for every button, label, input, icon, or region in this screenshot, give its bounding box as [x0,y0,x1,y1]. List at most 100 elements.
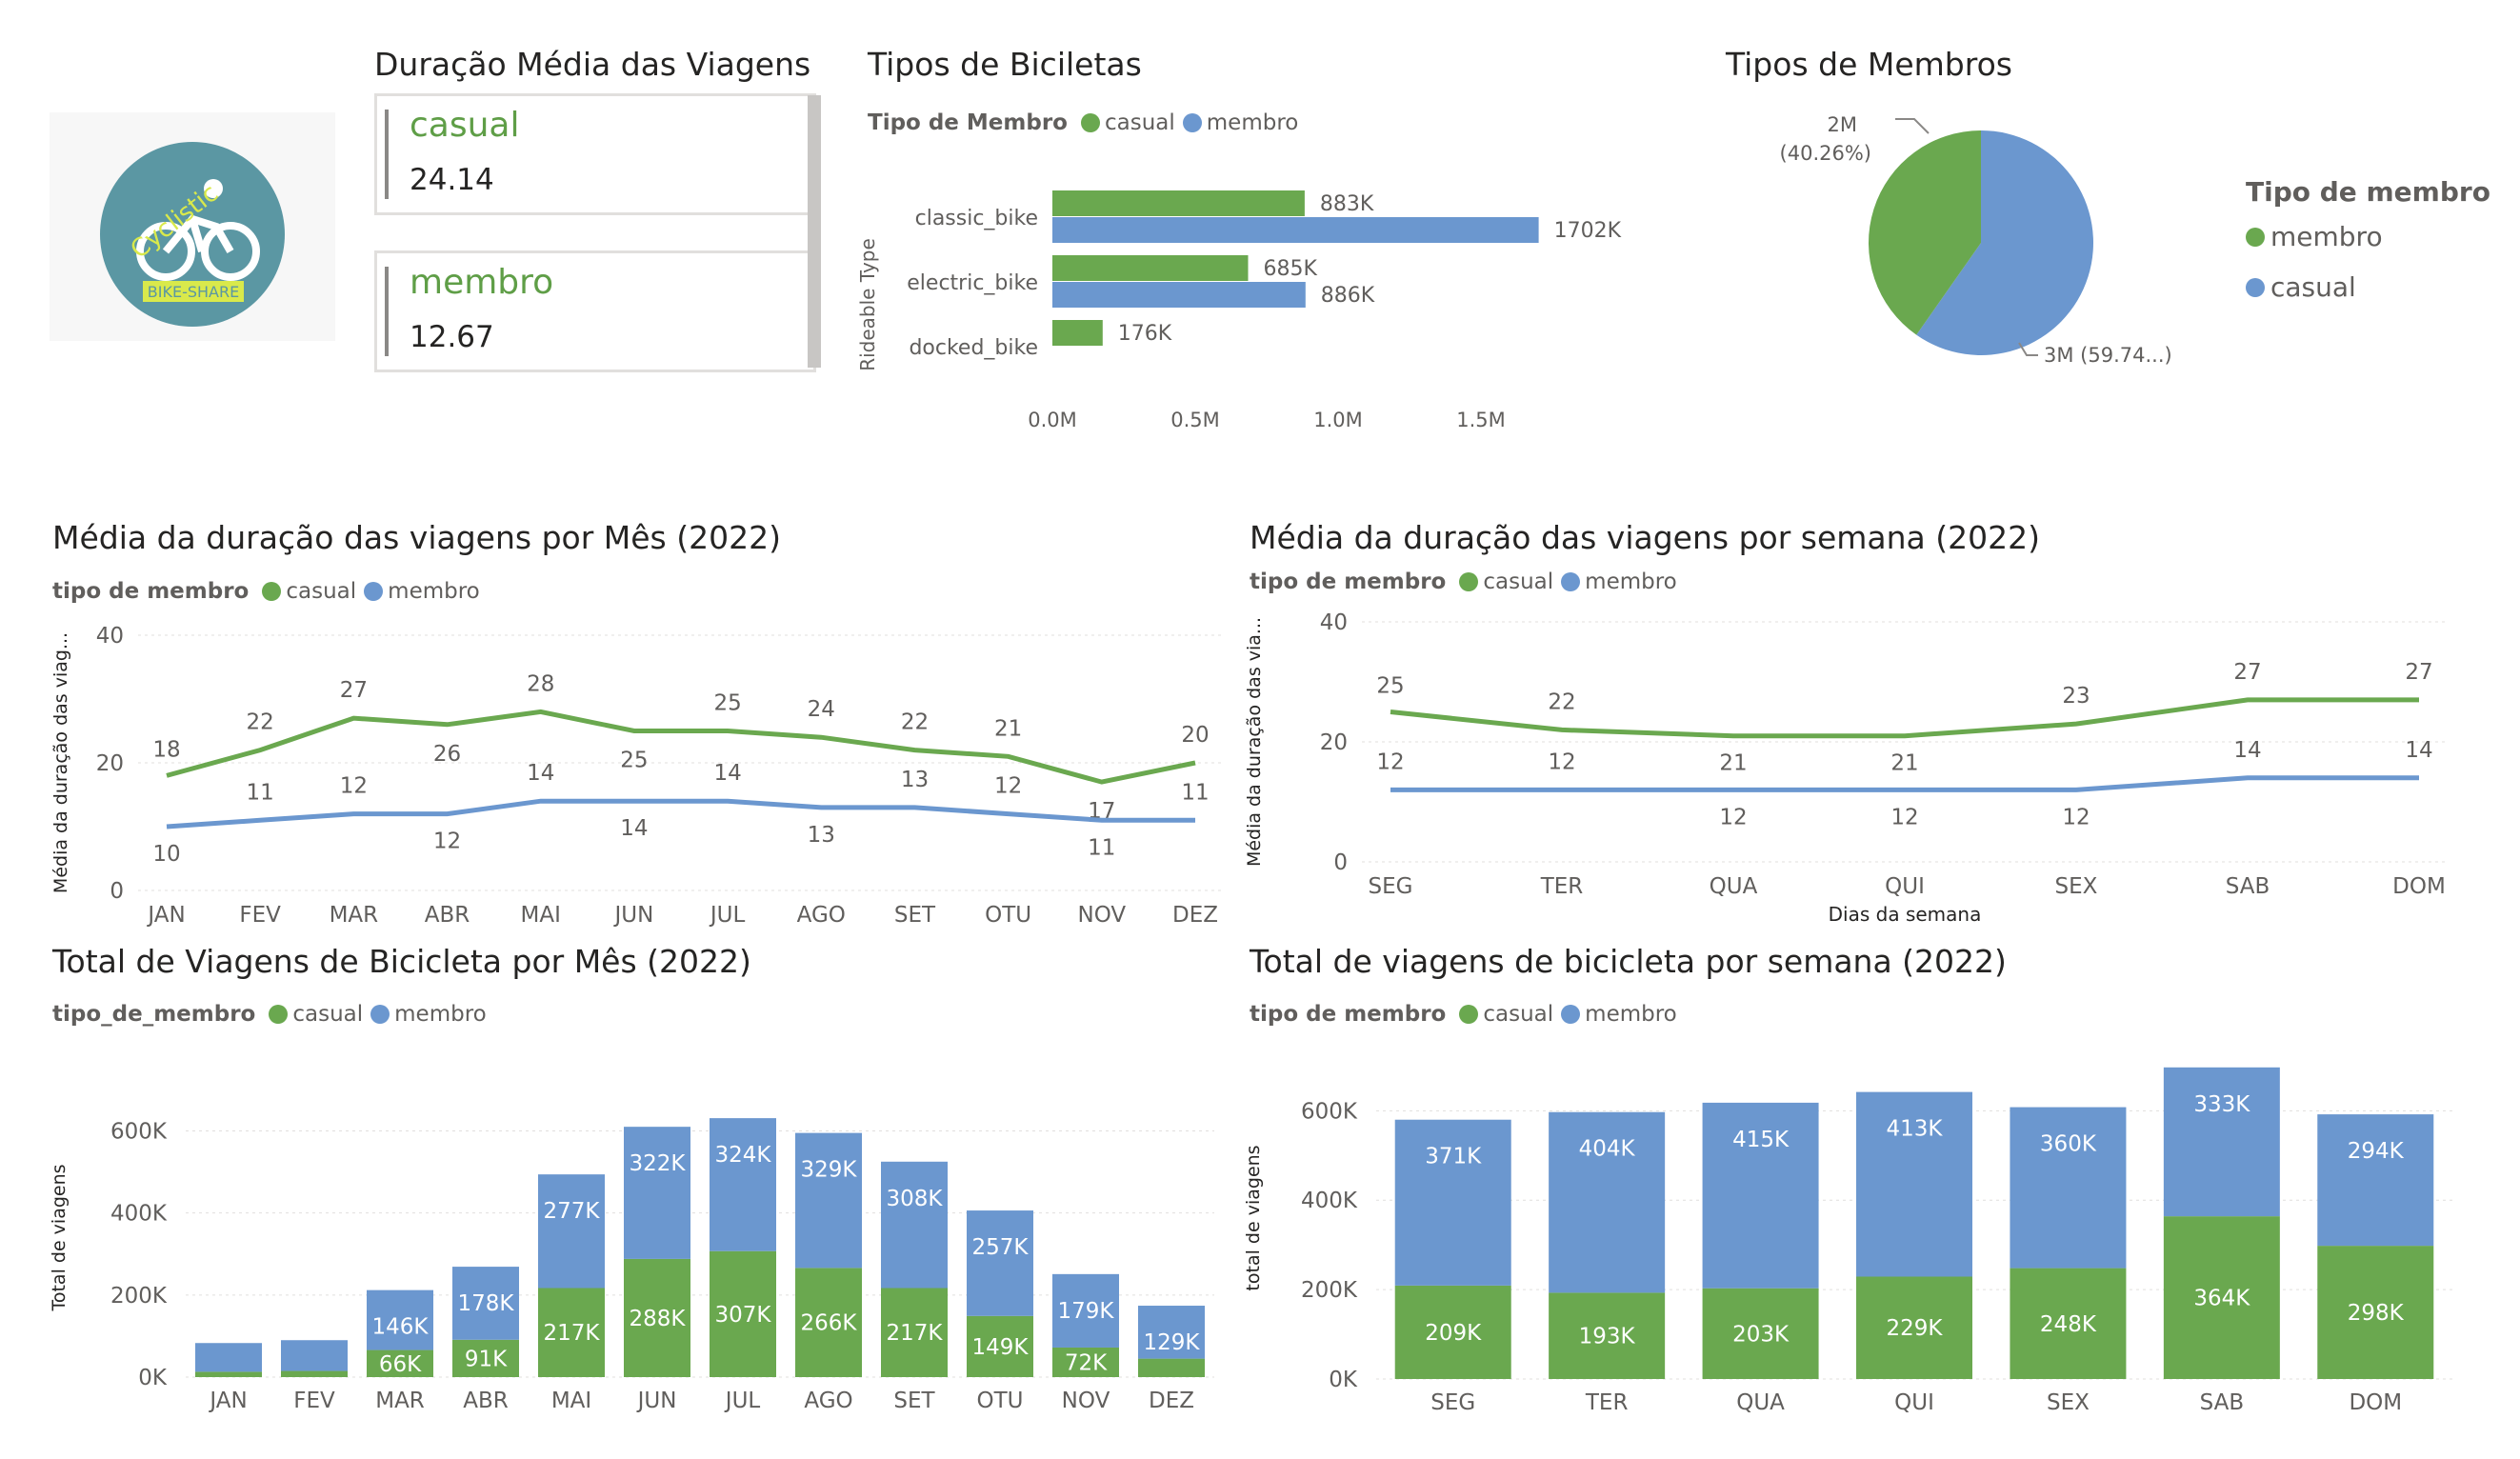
pie-legend: Tipo de membro membro casual [2246,176,2490,303]
bar-membro [1052,1273,1119,1348]
x-tick-label: 0.0M [1028,409,1077,431]
member-types-chart: 2M (40.26%) 3M (59.74...) [1780,113,2172,367]
bar-casual [795,1268,862,1377]
data-label: 178K [458,1291,515,1316]
week-trips-chart: 0K 200K 400K 600K total de viagens 209K 371K SE… [1243,1067,2452,1415]
pie-slice-casual [1869,130,1981,335]
card-scrollbar[interactable] [808,95,821,368]
data-label: 12 [1890,805,1918,829]
data-label: 66K [379,1352,422,1377]
y-tick-label: 400K [1301,1189,1358,1213]
duration-card-membro: membro 12.67 [374,250,816,372]
y-tick-label: 0K [1329,1368,1358,1392]
card-accent-bar [385,110,389,199]
bar-casual [1052,320,1103,346]
data-label: 27 [340,678,368,703]
x-axis-label: Dias da semana [1829,903,1982,926]
bar-membro [710,1118,776,1251]
legend-marker-membro [1561,1005,1581,1024]
data-label: 18 [152,737,180,762]
x-tick-label: SEX [2047,1390,2090,1415]
pie-label: 2M [1828,113,1857,136]
bar-casual [1052,255,1249,281]
data-label: 12 [994,774,1022,799]
data-label: 24 [808,697,835,722]
y-tick-label: 0 [1333,850,1348,875]
x-tick-label: SAB [2226,874,2270,899]
data-label: 1702K [1554,219,1622,243]
y-tick-label: 200K [1301,1278,1358,1303]
legend-marker-casual [262,582,282,601]
y-tick-label: 20 [1320,730,1348,755]
data-label: 12 [1376,749,1404,774]
data-label: 11 [1088,835,1115,860]
x-tick-label: 1.5M [1456,409,1506,431]
bar-membro [1549,1111,1666,1293]
legend-label: membro [1585,1002,1677,1027]
month-duration-title: Média da duração das viagens por Mês (20… [52,519,781,556]
x-tick-label: ABR [463,1389,509,1413]
data-label: 307K [715,1303,772,1328]
data-label: 176K [1118,322,1172,346]
data-label: 22 [1548,690,1575,714]
x-tick-label: AGO [797,903,846,928]
x-tick-label: MAR [375,1389,425,1413]
data-label: 13 [808,823,835,848]
legend-title: tipo_de_membro [52,1002,256,1027]
duration-card-title: Duração Média das Viagens [374,46,811,83]
legend-title: Tipo de membro [2246,176,2490,208]
month-trips-title: Total de Viagens de Bicicleta por Mês (2… [52,943,751,980]
y-tick-label: 200K [110,1284,168,1309]
y-tick-label: electric_bike [907,271,1038,295]
bar-casual [1052,1347,1119,1377]
legend-label: casual [1483,1002,1554,1027]
y-tick-label: docked_bike [909,336,1038,360]
data-label: 11 [247,780,274,805]
data-label: 333K [2193,1092,2250,1117]
bar-membro [1052,282,1306,308]
bar-membro [1052,217,1539,243]
member-types-title: Tipos de Membros [1726,46,2012,83]
legend-marker-membro [370,1005,390,1024]
x-tick-label: DEZ [1172,903,1218,928]
x-tick-label: AGO [804,1389,852,1413]
data-label: 329K [801,1158,858,1183]
bar-membro [367,1289,433,1350]
x-tick-label: ABR [425,903,470,928]
data-label: 193K [1579,1325,1636,1349]
data-label: 360K [2040,1132,2097,1157]
y-tick-label: classic_bike [915,207,1038,230]
data-label: 12 [340,774,368,799]
x-tick-label: 0.5M [1170,409,1220,431]
x-tick-label: NOV [1062,1389,1110,1413]
bar-casual [881,1288,948,1377]
y-tick-label: 600K [1301,1099,1358,1124]
legend-label: membro [2270,221,2383,252]
y-tick-label: 20 [96,751,124,776]
y-axis-label: Total de viagens [49,1164,70,1311]
data-label: 371K [1425,1145,1482,1169]
legend-label: casual [286,579,357,604]
bar-casual [1394,1285,1511,1379]
x-tick-label: JUN [636,1389,677,1413]
bar-membro [881,1161,948,1289]
legend-title: tipo de membro [52,579,250,604]
bar-casual [2163,1216,2280,1379]
legend-marker-casual [2246,277,2265,297]
legend-label: membro [394,1002,487,1027]
data-label: 883K [1320,192,1374,216]
week-duration-legend: tipo de membro casual membro [1250,570,1685,594]
legend-label: casual [1483,570,1554,594]
bar-casual [538,1288,605,1377]
bar-membro [538,1174,605,1289]
data-label: 149K [972,1335,1030,1360]
bar-casual [367,1349,433,1377]
legend-title: Tipo de Membro [868,110,1068,135]
x-tick-label: NOV [1077,903,1126,928]
data-label: 308K [887,1187,944,1211]
bar-casual [710,1250,776,1377]
legend-label: membro [1206,110,1299,135]
data-label: 27 [2233,660,2261,685]
y-axis-label: Média da duração das viag... [50,632,71,893]
bar-casual [1702,1288,1819,1379]
